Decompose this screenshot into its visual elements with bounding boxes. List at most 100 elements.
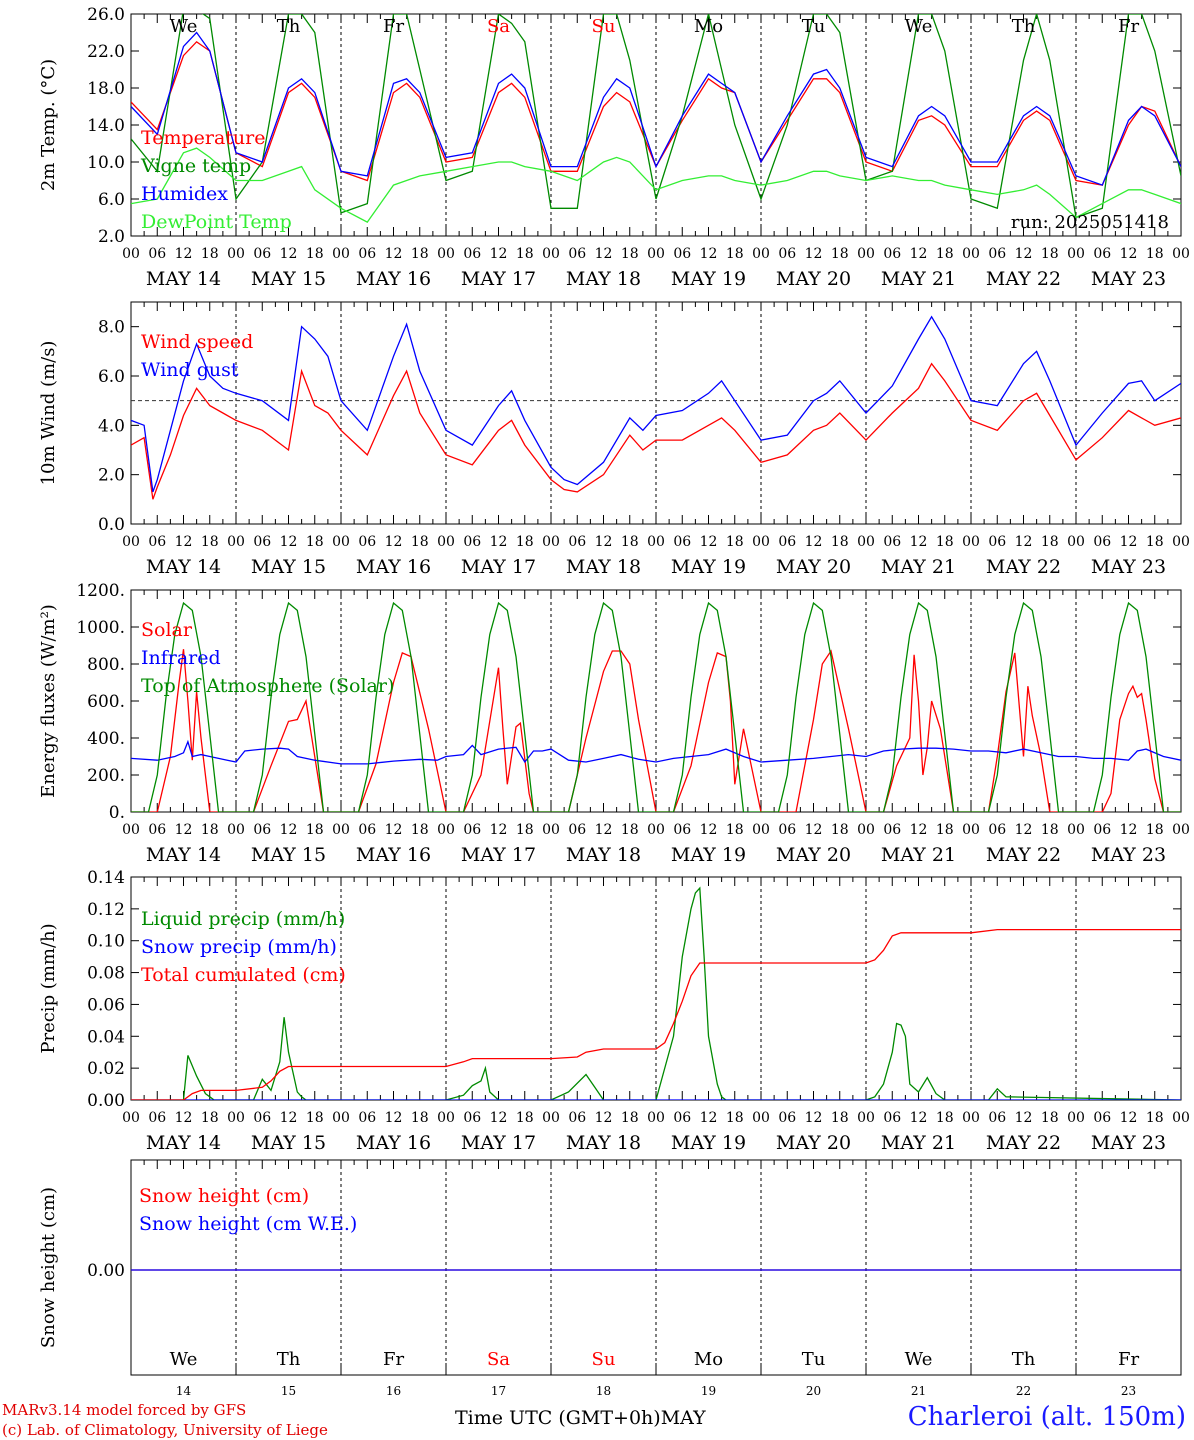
hour-tick-label: 12 — [1120, 246, 1138, 262]
hour-tick-label: 12 — [1015, 246, 1033, 262]
y-tick-label: 1200. — [76, 581, 125, 601]
hour-tick-label: 18 — [621, 534, 639, 550]
legend-entry: Vigne temp — [140, 155, 251, 177]
hour-tick-label: 18 — [1146, 246, 1164, 262]
legend-entry: Infrared — [141, 647, 221, 669]
hour-tick-label: 12 — [175, 534, 193, 550]
hour-tick-label: 12 — [1120, 534, 1138, 550]
y-tick-label: 22.0 — [87, 42, 125, 62]
weekday-label: Sa — [487, 16, 510, 37]
hour-tick-label: 00 — [437, 822, 455, 838]
weekday-label: We — [905, 1349, 933, 1370]
hour-tick-label: 18 — [726, 822, 744, 838]
hour-tick-label: 18 — [726, 534, 744, 550]
y-tick-label: 0.10 — [87, 932, 125, 952]
hour-tick-label: 00 — [1067, 534, 1085, 550]
y-axis-label: Snow height (cm) — [38, 1187, 59, 1348]
day-number-label: 23 — [1121, 1384, 1136, 1398]
date-label: MAY 19 — [671, 268, 746, 290]
hour-tick-label: 06 — [463, 534, 481, 550]
day-number-label: 21 — [911, 1384, 926, 1398]
hour-tick-label: 12 — [490, 246, 508, 262]
hour-tick-label: 00 — [227, 534, 245, 550]
hour-tick-label: 00 — [857, 534, 875, 550]
hour-tick-label: 12 — [595, 1110, 613, 1126]
hour-tick-label: 06 — [883, 822, 901, 838]
legend-entry: Total cumulated (cm) — [141, 964, 346, 986]
hour-tick-label: 00 — [752, 822, 770, 838]
weekday-label: Su — [592, 16, 616, 37]
date-label: MAY 23 — [1091, 556, 1166, 578]
hour-tick-label: 12 — [910, 822, 928, 838]
date-label: MAY 20 — [776, 844, 851, 866]
y-tick-label: 8.0 — [98, 318, 125, 338]
date-label: MAY 17 — [461, 556, 536, 578]
hour-tick-label: 12 — [700, 1110, 718, 1126]
y-tick-label: 600. — [87, 692, 125, 712]
series-line-top-of-atmosphere-solar- — [131, 601, 1181, 812]
hour-tick-label: 06 — [673, 1110, 691, 1126]
series-line-dewpoint-temp — [131, 147, 1181, 223]
hour-tick-label: 18 — [201, 822, 219, 838]
hour-tick-label: 18 — [936, 822, 954, 838]
hour-tick-label: 12 — [700, 246, 718, 262]
hour-tick-label: 06 — [778, 534, 796, 550]
hour-tick-label: 00 — [647, 822, 665, 838]
date-label: MAY 14 — [146, 1132, 221, 1154]
weekday-label: We — [170, 1349, 198, 1370]
hour-tick-label: 18 — [516, 822, 534, 838]
hour-tick-label: 18 — [1041, 822, 1059, 838]
hour-tick-label: 06 — [358, 822, 376, 838]
hour-tick-label: 12 — [805, 1110, 823, 1126]
hour-tick-label: 18 — [411, 246, 429, 262]
y-tick-label: 400. — [87, 729, 125, 749]
date-label: MAY 21 — [881, 268, 956, 290]
hour-tick-label: 00 — [227, 246, 245, 262]
day-number-label: 16 — [386, 1384, 401, 1398]
x-axis-title: Time UTC (GMT+0h)MAY — [455, 1407, 706, 1429]
series-line-wind-gust — [131, 315, 1181, 493]
hour-tick-label: 18 — [1146, 822, 1164, 838]
weekday-label: Th — [277, 16, 301, 37]
hour-tick-label: 06 — [1093, 246, 1111, 262]
y-tick-label: 0. — [109, 803, 125, 823]
hour-tick-label: 18 — [306, 822, 324, 838]
hour-tick-label: 18 — [621, 1110, 639, 1126]
date-label: MAY 15 — [251, 1132, 326, 1154]
hour-tick-label: 00 — [122, 822, 140, 838]
y-tick-label: 800. — [87, 655, 125, 675]
hour-tick-label: 12 — [595, 534, 613, 550]
hour-tick-label: 06 — [988, 246, 1006, 262]
hour-tick-label: 00 — [647, 1110, 665, 1126]
hour-tick-label: 18 — [831, 822, 849, 838]
hour-tick-label: 12 — [805, 534, 823, 550]
legend-entry: DewPoint Temp — [141, 211, 292, 233]
hour-tick-label: 06 — [1093, 822, 1111, 838]
hour-tick-label: 06 — [1093, 534, 1111, 550]
hour-tick-label: 18 — [516, 246, 534, 262]
legend-entry: Snow height (cm) — [139, 1185, 309, 1207]
hour-tick-label: 18 — [306, 1110, 324, 1126]
date-label: MAY 14 — [146, 844, 221, 866]
legend-entry: Snow precip (mm/h) — [141, 936, 337, 958]
hour-tick-label: 00 — [962, 1110, 980, 1126]
hour-tick-label: 06 — [253, 246, 271, 262]
hour-tick-label: 00 — [857, 246, 875, 262]
hour-tick-label: 00 — [542, 246, 560, 262]
hour-tick-label: 06 — [568, 1110, 586, 1126]
y-tick-label: 0.12 — [87, 900, 125, 920]
y-tick-label: 0.08 — [87, 964, 125, 984]
hour-tick-label: 12 — [280, 246, 298, 262]
hour-tick-label: 06 — [568, 534, 586, 550]
hour-tick-label: 00 — [122, 534, 140, 550]
date-label: MAY 21 — [881, 844, 956, 866]
hour-tick-label: 00 — [437, 1110, 455, 1126]
y-tick-label: 0.14 — [87, 868, 125, 888]
date-label: MAY 21 — [881, 1132, 956, 1154]
hour-tick-label: 06 — [673, 822, 691, 838]
hour-tick-label: 06 — [988, 534, 1006, 550]
legend-entry: Wind speed — [141, 331, 253, 353]
hour-tick-label: 18 — [936, 246, 954, 262]
date-label: MAY 19 — [671, 1132, 746, 1154]
y-tick-label: 0.02 — [87, 1059, 125, 1079]
